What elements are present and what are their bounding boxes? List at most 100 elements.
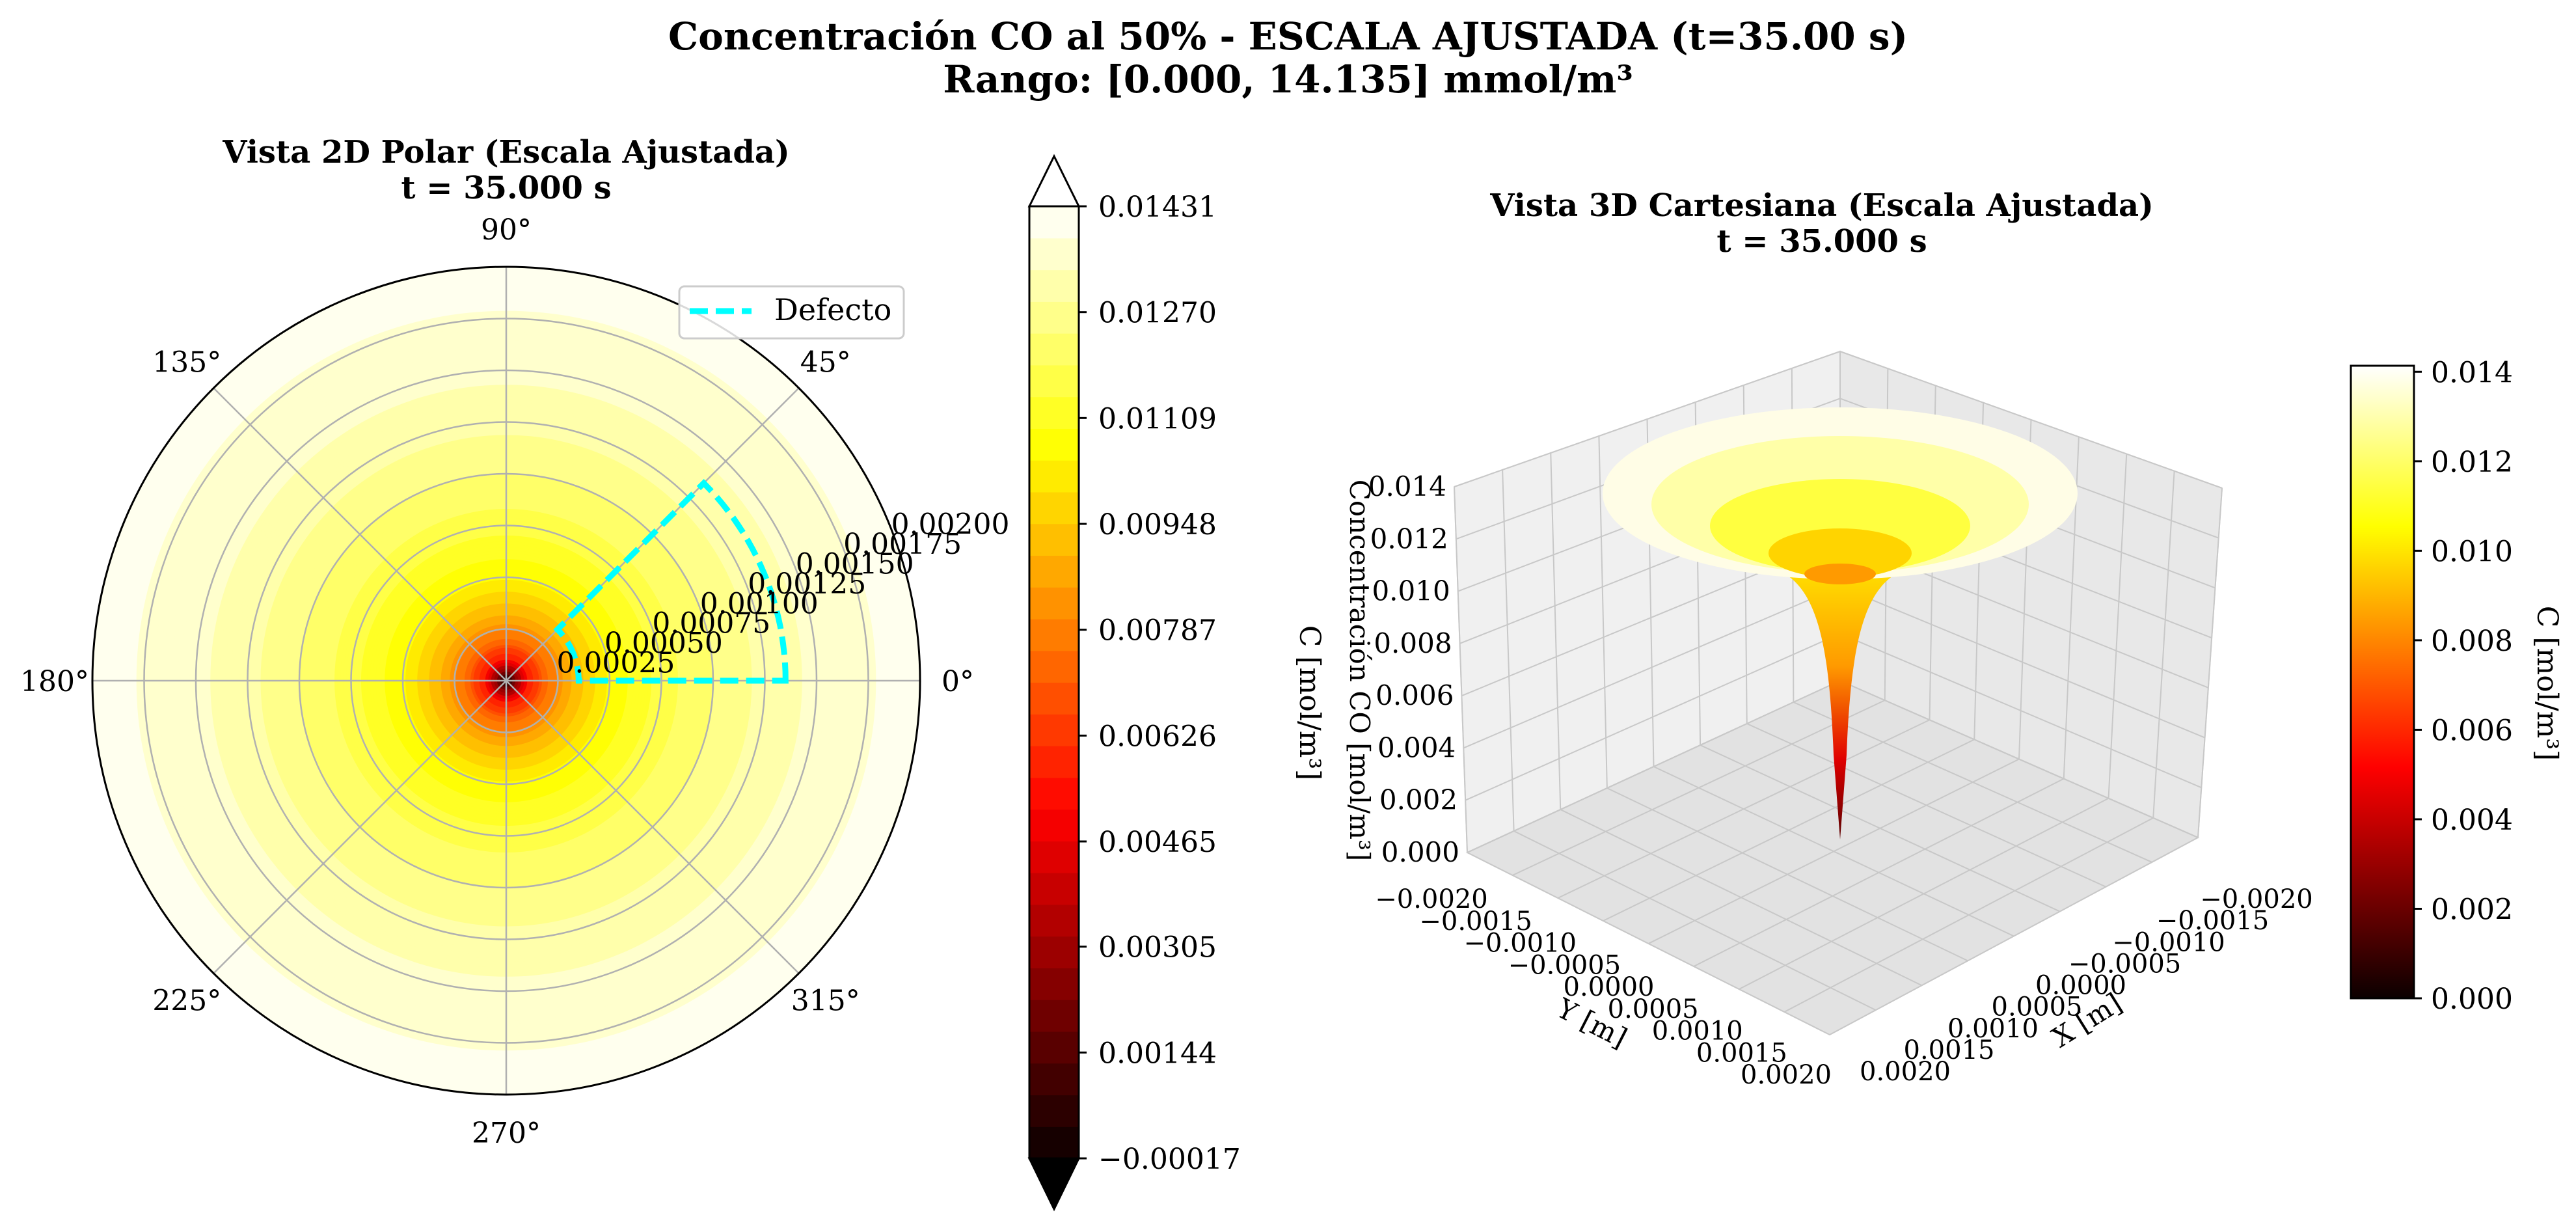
colorbar-tick-label: 0.006 xyxy=(2431,714,2513,747)
colorbar-tick-label: 0.002 xyxy=(2431,893,2513,926)
colorbar-level xyxy=(1029,682,1079,715)
legend[interactable]: Defecto xyxy=(678,285,905,340)
y-tick-label: 0.0000 xyxy=(1564,972,1655,1002)
polar-subplot: Vista 2D Polar (Escala Ajustada) t = 35.… xyxy=(20,134,1010,1150)
colorbar-level xyxy=(1029,714,1079,746)
angle-tick-label: 45° xyxy=(800,346,851,379)
y-tick-label: −0.0015 xyxy=(1419,907,1532,936)
colorbar-tick-label: 0.012 xyxy=(2431,446,2513,479)
colorbar-level xyxy=(1029,238,1079,271)
colorbar-tick-label: 0.00305 xyxy=(1098,931,1217,964)
angle-tick-label: 225° xyxy=(152,985,221,1018)
colorbar-left-extend-top xyxy=(1027,154,1081,208)
colorbar-level xyxy=(1029,777,1079,810)
colorbar-tick-label: 0.00144 xyxy=(1098,1037,1217,1070)
x-tick-label: 0.0005 xyxy=(1992,992,2083,1022)
surface-gridline xyxy=(1502,469,1515,832)
surface-gridline xyxy=(1648,758,2020,944)
radial-tick-label: 0.00025 xyxy=(556,647,675,680)
figure-title: Concentración CO al 50% - ESCALA AJUSTAD… xyxy=(668,14,1908,59)
radial-tick-label: 0.00050 xyxy=(604,627,723,660)
surface-gridline xyxy=(2197,487,2223,838)
angle-tick-label: 135° xyxy=(152,346,221,379)
z-tick-label: 0.008 xyxy=(1374,627,1452,659)
polar-radial-tick-labels: 0.000250.000500.000750.001000.001250.001… xyxy=(556,508,1009,680)
polar-frame xyxy=(91,266,921,1096)
angle-tick-label: 90° xyxy=(481,213,532,247)
colorbar-tick-label: 0.014 xyxy=(2431,356,2513,389)
colorbar-tick-label: 0.00787 xyxy=(1098,614,1217,648)
legend-defect-label: Defecto xyxy=(774,292,891,327)
surface-gridline xyxy=(1693,778,2065,967)
z-tick-label: 0.002 xyxy=(1379,784,1457,816)
colorbar-tick-label: −0.00017 xyxy=(1098,1143,1241,1176)
surface-title: Vista 3D Cartesiana (Escala Ajustada) xyxy=(1489,187,2154,224)
y-tick-label: −0.0005 xyxy=(1508,950,1621,980)
colorbar-tick-label: 0.010 xyxy=(2431,535,2513,568)
colorbar-right-label: C [mol/m³] xyxy=(2530,606,2564,761)
surface-gridline xyxy=(1454,351,1841,487)
colorbar-level xyxy=(1029,396,1079,429)
surface-gridline xyxy=(1793,702,2152,863)
colorbar-tick-label: 0.008 xyxy=(2431,625,2513,658)
colorbar-tick-label: 0.004 xyxy=(2431,804,2513,837)
colorbar-left-extend-bottom xyxy=(1027,1157,1081,1212)
angle-tick-label: 0° xyxy=(942,665,974,698)
colorbar-tick-label: 0.01109 xyxy=(1098,402,1217,435)
surface-gridline xyxy=(1783,817,2154,1013)
surface-funnel xyxy=(1783,573,1898,839)
colorbar-left: 0.01431 0.01270 0.01109 0.00948 0.00787 0.006… xyxy=(1027,154,1241,1212)
surface-gridline xyxy=(1598,435,1608,789)
colorbar-right-gradient xyxy=(2350,364,2415,1000)
colorbar-level xyxy=(1029,1000,1079,1032)
surface-gridline xyxy=(1467,680,1841,853)
y-tick-label: 0.0010 xyxy=(1652,1017,1743,1046)
colorbar-level xyxy=(1029,1031,1079,1064)
colorbar-level xyxy=(1029,841,1079,873)
polar-title: Vista 2D Polar (Escala Ajustada) xyxy=(222,134,789,171)
colorbar-level xyxy=(1029,1063,1079,1096)
z-tick-label: 0.010 xyxy=(1372,575,1450,607)
y-tick-label: 0.0005 xyxy=(1608,994,1699,1024)
colorbar-level xyxy=(1029,333,1079,366)
x-tick-label: −0.0015 xyxy=(2156,906,2269,936)
colorbar-level xyxy=(1029,873,1079,905)
radial-tick-label: 0.00175 xyxy=(843,528,962,561)
z-tick-label: 0.012 xyxy=(1370,523,1448,554)
colorbar-level xyxy=(1029,618,1079,651)
surface-gridline xyxy=(2152,471,2175,818)
colorbar-level xyxy=(1029,555,1079,588)
colorbar-tick-label: 0.01270 xyxy=(1098,297,1217,330)
defect-region-outline xyxy=(553,478,789,684)
x-tick-label: −0.0020 xyxy=(2200,884,2312,914)
polar-subtitle: t = 35.000 s xyxy=(401,170,611,206)
colorbar-right: 0.000 0.002 0.004 0.006 0.008 0.010 0.012 0.014… xyxy=(2350,356,2564,1016)
surface-gridline xyxy=(1829,837,2199,1035)
angular-gridline xyxy=(213,387,507,681)
angular-gridline xyxy=(506,680,800,974)
z-tick-label: 0.004 xyxy=(1377,731,1456,763)
colorbar-level xyxy=(1029,301,1079,334)
left-axis-label: C [mol/m³] xyxy=(1293,625,1326,780)
colorbar-left-ticks: 0.01431 0.01270 0.01109 0.00948 0.00787 0.006… xyxy=(1079,191,1241,1176)
colorbar-level xyxy=(1029,460,1079,493)
surface-gridline xyxy=(1463,586,1841,749)
colorbar-level xyxy=(1029,523,1079,556)
x-tick-label: −0.0010 xyxy=(2112,927,2225,957)
x-tick-label: 0.0015 xyxy=(1904,1035,1995,1065)
colorbar-tick-label: 0.000 xyxy=(2431,983,2513,1016)
surface-subplot: Vista 3D Cartesiana (Escala Ajustada) t … xyxy=(1344,187,2313,1090)
colorbar-tick-label: 0.00626 xyxy=(1098,720,1217,753)
x-tick-label: −0.0005 xyxy=(2068,949,2181,979)
surface-center xyxy=(1769,528,1912,578)
z-tick-label: 0.006 xyxy=(1376,679,1454,711)
surface-gridline xyxy=(1746,723,2106,888)
x-tick-label: 0.0000 xyxy=(2035,971,2126,1001)
surface-gridline xyxy=(1550,452,1562,810)
angle-tick-label: 315° xyxy=(791,985,860,1018)
x-tick-label: 0.0010 xyxy=(1947,1014,2039,1044)
colorbar-level xyxy=(1029,491,1079,525)
surface-gridline xyxy=(2108,454,2128,798)
legend-box xyxy=(678,285,905,340)
